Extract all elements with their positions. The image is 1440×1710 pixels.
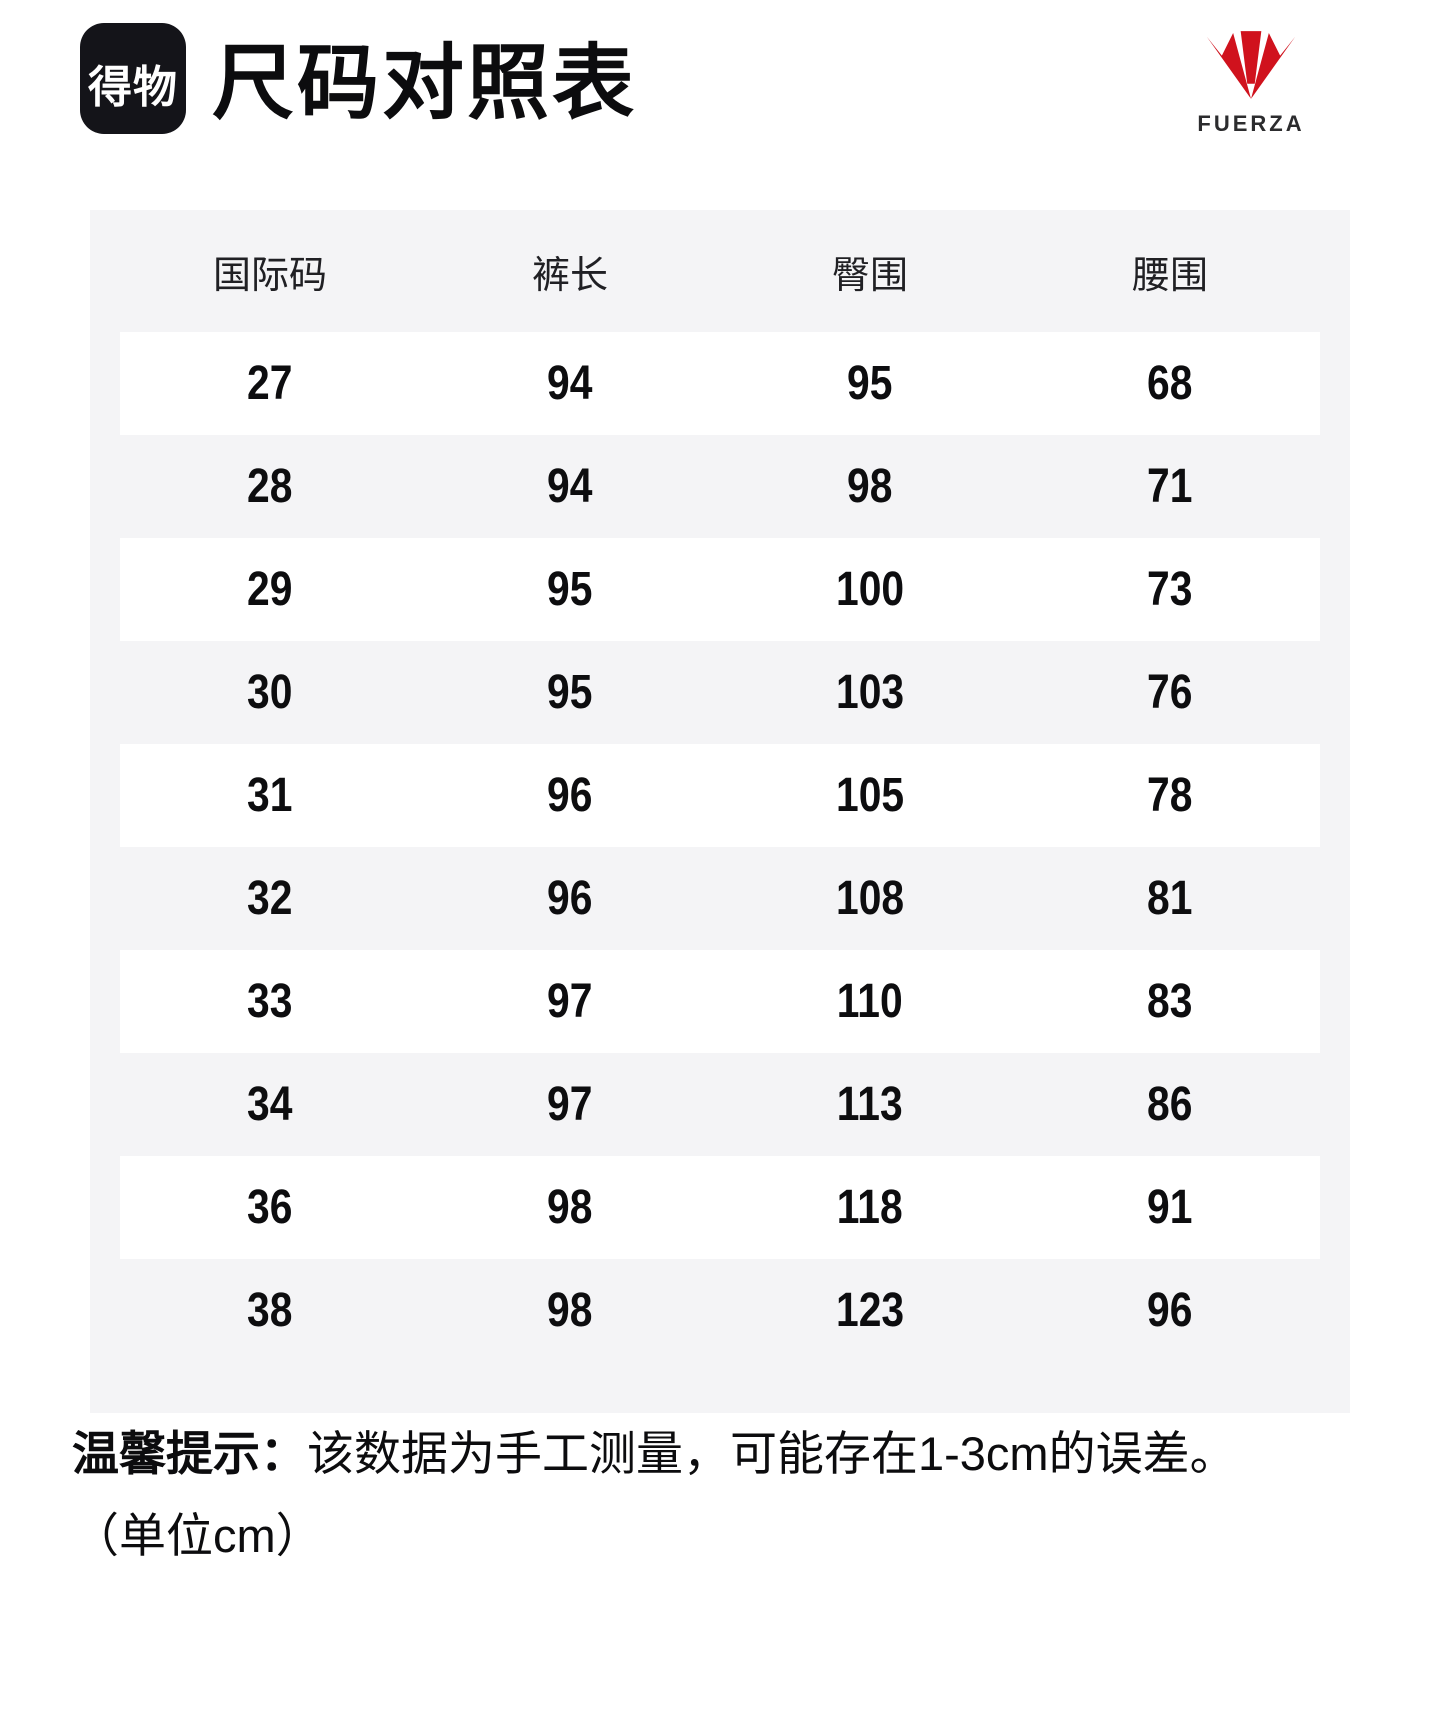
cell-size: 33 bbox=[247, 975, 293, 1028]
fuerza-w-center bbox=[1240, 31, 1262, 84]
cell-waist: 81 bbox=[1147, 872, 1193, 925]
cell-hip: 95 bbox=[847, 357, 893, 410]
cell-waist: 96 bbox=[1147, 1284, 1193, 1337]
cell-waist: 86 bbox=[1147, 1078, 1193, 1131]
table-row: 36 98 118 91 bbox=[120, 1156, 1320, 1259]
cell-hip: 108 bbox=[835, 872, 905, 925]
cell-size: 27 bbox=[247, 357, 293, 410]
fuerza-brand-name: FUERZA bbox=[1197, 111, 1305, 136]
cell-size: 28 bbox=[247, 460, 293, 513]
cell-waist: 83 bbox=[1147, 975, 1193, 1028]
cell-waist: 76 bbox=[1147, 666, 1193, 719]
cell-length: 98 bbox=[547, 1181, 593, 1234]
cell-length: 96 bbox=[547, 872, 593, 925]
cell-length: 97 bbox=[547, 1078, 593, 1131]
cell-length: 97 bbox=[547, 975, 593, 1028]
cell-size: 32 bbox=[247, 872, 293, 925]
note-unit: （单位cm） bbox=[72, 1509, 323, 1562]
column-header-waist: 腰围 bbox=[1131, 254, 1208, 297]
cell-waist: 73 bbox=[1147, 563, 1193, 616]
table-row: 28 94 98 71 bbox=[120, 435, 1320, 538]
column-header-pants-length: 裤长 bbox=[531, 254, 608, 297]
cell-size: 29 bbox=[247, 563, 293, 616]
cell-length: 95 bbox=[547, 666, 593, 719]
cell-waist: 91 bbox=[1147, 1181, 1193, 1234]
cell-size: 30 bbox=[247, 666, 293, 719]
cell-size: 31 bbox=[247, 769, 293, 822]
column-header-hip: 臀围 bbox=[831, 254, 908, 297]
cell-hip: 105 bbox=[835, 769, 905, 822]
cell-hip: 113 bbox=[837, 1078, 903, 1131]
cell-hip: 103 bbox=[835, 666, 905, 719]
table-row: 27 94 95 68 bbox=[120, 332, 1320, 435]
size-table: 国际码 裤长 臀围 腰围 27 94 95 68 28 94 98 71 29 … bbox=[90, 210, 1350, 1413]
table-row: 33 97 110 83 bbox=[120, 950, 1320, 1053]
table-row: 30 95 103 76 bbox=[120, 641, 1320, 744]
note-label: 温馨提示： bbox=[72, 1427, 307, 1480]
fuerza-w-left-arm bbox=[1206, 33, 1251, 99]
fuerza-w-right-arm bbox=[1251, 33, 1296, 99]
cell-length: 96 bbox=[547, 769, 593, 822]
cell-hip: 110 bbox=[837, 975, 903, 1028]
cell-hip: 123 bbox=[835, 1284, 905, 1337]
cell-hip: 98 bbox=[847, 460, 893, 513]
fuerza-w-icon bbox=[1206, 31, 1296, 99]
footer-note: 温馨提示：该数据为手工测量，可能存在1-3cm的误差。 （单位cm） bbox=[72, 1424, 1382, 1566]
table-row: 34 97 113 86 bbox=[120, 1053, 1320, 1156]
cell-length: 95 bbox=[547, 563, 593, 616]
note-measurement-disclaimer: 温馨提示：该数据为手工测量，可能存在1-3cm的误差。 bbox=[72, 1424, 1382, 1484]
cell-size: 36 bbox=[247, 1181, 293, 1234]
cell-length: 94 bbox=[547, 357, 593, 410]
page-title: 尺码对照表 bbox=[212, 38, 638, 129]
table-row: 29 95 100 73 bbox=[120, 538, 1320, 641]
column-header-international-size: 国际码 bbox=[212, 254, 327, 297]
table-header-row: 国际码 裤长 臀围 腰围 bbox=[120, 210, 1320, 332]
cell-hip: 100 bbox=[835, 563, 905, 616]
cell-size: 38 bbox=[247, 1284, 293, 1337]
dewu-logo-text: 得物 bbox=[88, 62, 178, 112]
table-row: 32 96 108 81 bbox=[120, 847, 1320, 950]
dewu-logo: 得物 bbox=[80, 23, 186, 134]
cell-waist: 71 bbox=[1147, 460, 1193, 513]
note-text: 该数据为手工测量，可能存在1-3cm的误差。 bbox=[307, 1427, 1237, 1480]
table-row: 38 98 123 96 bbox=[120, 1259, 1320, 1362]
cell-length: 94 bbox=[547, 460, 593, 513]
fuerza-logo: FUERZA bbox=[1190, 24, 1312, 137]
cell-length: 98 bbox=[547, 1284, 593, 1337]
cell-size: 34 bbox=[247, 1078, 293, 1131]
table-row: 31 96 105 78 bbox=[120, 744, 1320, 847]
cell-waist: 78 bbox=[1147, 769, 1193, 822]
cell-waist: 68 bbox=[1147, 357, 1193, 410]
cell-hip: 118 bbox=[837, 1181, 903, 1234]
